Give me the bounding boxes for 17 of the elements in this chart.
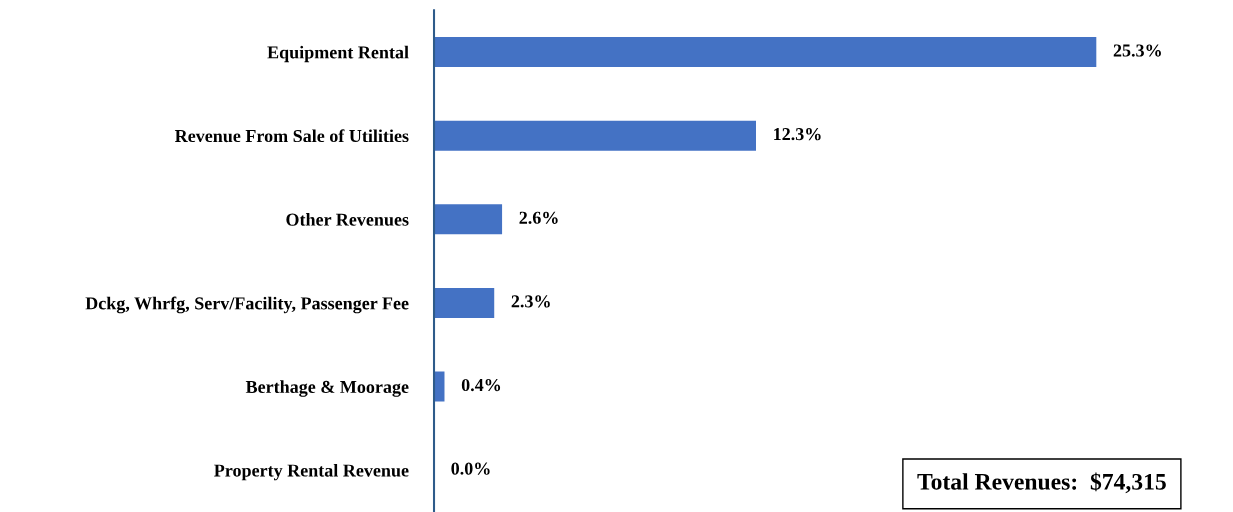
data-label: 0.0% <box>451 462 490 475</box>
y-tick-label: Dckg, Whrfg, Serv/Facility, Passenger Fee <box>85 296 409 314</box>
bar <box>434 204 503 235</box>
bar <box>434 120 756 151</box>
y-tick-label: Equipment Rental <box>267 45 409 63</box>
y-tick-label: Property Rental Revenue <box>214 463 409 481</box>
data-label: 0.4% <box>461 378 501 392</box>
data-label: 12.3% <box>774 128 821 141</box>
y-tick-label: Revenue From Sale of Utilities <box>174 129 409 143</box>
bar <box>434 37 1097 68</box>
bar <box>434 287 495 318</box>
data-label: 25.3% <box>1113 44 1161 57</box>
data-label: 2.3% <box>511 295 550 308</box>
y-tick-label: Other Revenues <box>286 213 409 226</box>
data-label: 2.6% <box>519 211 558 224</box>
y-tick-label: Berthage & Moorage <box>245 380 409 397</box>
annotation: Total Revenues: $74,315 <box>917 472 1166 494</box>
